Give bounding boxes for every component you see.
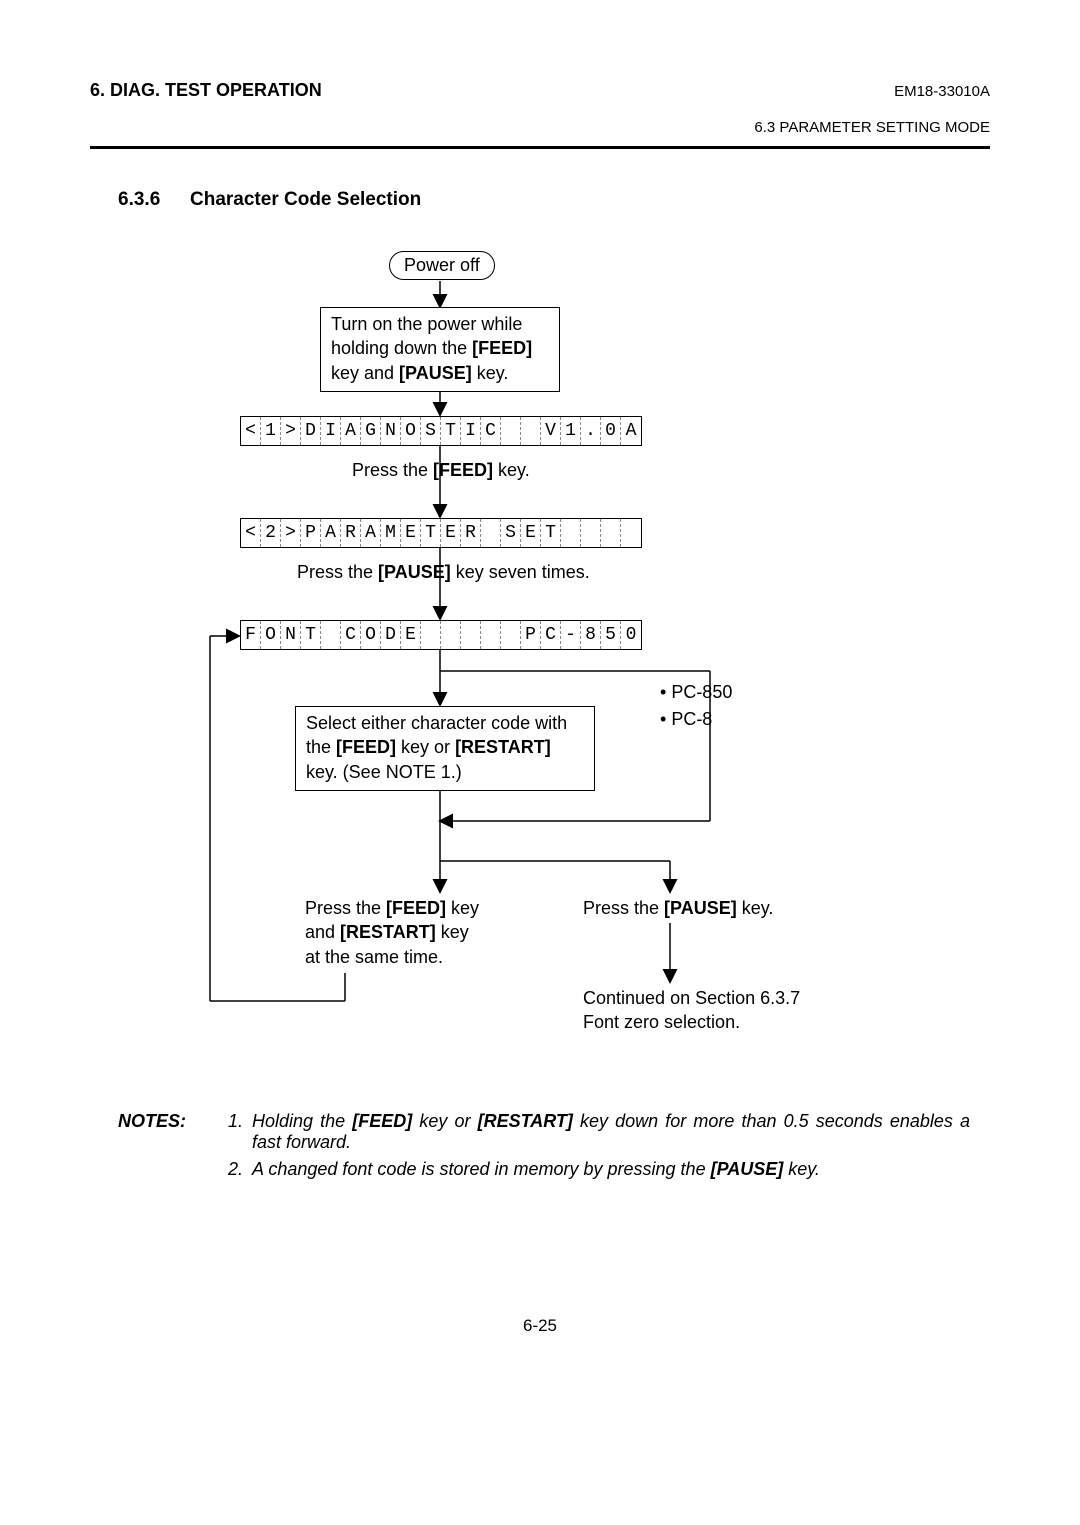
lcd-cell: - [561,621,581,649]
lcd-cell: 1 [561,417,581,445]
lcd-cell: . [581,417,601,445]
lcd-cell: E [401,621,421,649]
select-line3: key. (See NOTE 1.) [306,760,584,784]
lcd-cell: 2 [261,519,281,547]
lcd-cell: 0 [621,621,641,649]
code-options: PC-850 PC-8 [660,679,732,733]
lcd-cell: P [521,621,541,649]
turn-on-line1: Turn on the power while [331,312,549,336]
lcd-cell: R [341,519,361,547]
lcd-cell [581,519,601,547]
lcd-cell: E [441,519,461,547]
lcd-cell: T [421,519,441,547]
lcd-cell [501,621,521,649]
lcd-cell: O [401,417,421,445]
node-select-code: Select either character code with the [F… [295,706,595,791]
lcd-cell: A [341,417,361,445]
lcd-cell: I [461,417,481,445]
section-title: 6.3.6Character Code Selection [118,189,990,211]
code-option-2: PC-8 [660,706,732,733]
lcd-cell: 8 [581,621,601,649]
lcd-cell: > [281,417,301,445]
lcd-cell: F [241,621,261,649]
lcd-cell [501,417,521,445]
lcd-cell: < [241,417,261,445]
lcd-cell [621,519,641,547]
lcd-display-3: FONT CODE PC-850 [240,620,642,650]
lcd-cell: R [461,519,481,547]
lcd-cell: 0 [601,417,621,445]
header-sub: 6.3 PARAMETER SETTING MODE [90,119,990,136]
select-line2: the [FEED] key or [RESTART] [306,735,584,759]
lcd-cell: O [261,621,281,649]
label-press-feed: Press the [FEED] key. [352,458,530,482]
lcd-cell [421,621,441,649]
lcd-cell: V [541,417,561,445]
lcd-cell [521,417,541,445]
lcd-cell: C [541,621,561,649]
note-2: 2. A changed font code is stored in memo… [228,1159,970,1180]
code-option-1: PC-850 [660,679,732,706]
lcd-cell: N [281,621,301,649]
lcd-cell [481,519,501,547]
header-right: EM18-33010A [894,83,990,100]
lcd-cell: D [381,621,401,649]
header-left: 6. DIAG. TEST OPERATION [90,80,322,101]
turn-on-line3: key and [PAUSE] key. [331,361,549,385]
lcd-cell: M [381,519,401,547]
lcd-cell: D [301,417,321,445]
lcd-cell [481,621,501,649]
label-press-pause-7: Press the [PAUSE] key seven times. [297,560,590,584]
lcd-cell: A [361,519,381,547]
lcd-cell: T [541,519,561,547]
lcd-cell: E [401,519,421,547]
lcd-cell: 1 [261,417,281,445]
lcd-cell: P [301,519,321,547]
notes-label: NOTES: [118,1111,228,1186]
lcd-cell: 5 [601,621,621,649]
lcd-cell: S [501,519,521,547]
lcd-cell: C [341,621,361,649]
header-rule [90,146,990,149]
flowchart: Power off Turn on the power while holdin… [170,251,910,1061]
lcd-cell: A [321,519,341,547]
lcd-display-2: <2>PARAMETER SET [240,518,642,548]
lcd-cell [441,621,461,649]
lcd-display-1: <1>DIAGNOSTIC V1.0A [240,416,642,446]
lcd-cell: T [441,417,461,445]
lcd-cell: E [521,519,541,547]
lcd-cell [461,621,481,649]
label-press-pause: Press the [PAUSE] key. [583,896,773,920]
note-1: 1. Holding the [FEED] key or [RESTART] k… [228,1111,970,1153]
section-number: 6.3.6 [118,189,190,211]
lcd-cell: A [621,417,641,445]
section-heading: Character Code Selection [190,189,421,210]
lcd-cell [601,519,621,547]
label-feed-restart: Press the [FEED] key and [RESTART] key a… [305,896,479,969]
lcd-cell [561,519,581,547]
lcd-cell [321,621,341,649]
lcd-cell: < [241,519,261,547]
node-turn-on: Turn on the power while holding down the… [320,307,560,392]
lcd-cell: > [281,519,301,547]
notes-block: NOTES: 1. Holding the [FEED] key or [RES… [118,1111,970,1186]
turn-on-line2: holding down the [FEED] [331,336,549,360]
lcd-cell: C [481,417,501,445]
page-number: 6-25 [90,1316,990,1336]
lcd-cell: I [321,417,341,445]
select-line1: Select either character code with [306,711,584,735]
lcd-cell: N [381,417,401,445]
label-continued: Continued on Section 6.3.7 Font zero sel… [583,986,800,1035]
lcd-cell: S [421,417,441,445]
lcd-cell: T [301,621,321,649]
node-power-off: Power off [389,251,495,280]
lcd-cell: G [361,417,381,445]
lcd-cell: O [361,621,381,649]
